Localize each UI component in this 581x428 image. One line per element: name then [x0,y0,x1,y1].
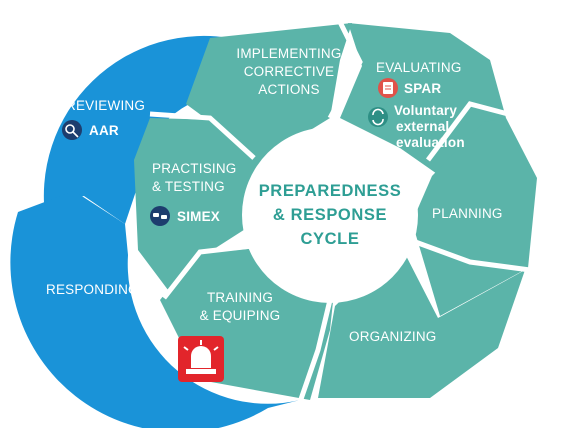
center-title-line3: CYCLE [301,230,360,248]
refresh-arrows-icon [368,107,388,127]
inner-teal-cycle [134,23,537,400]
clipboard-icon [378,78,398,98]
evaluating-label: EVALUATING [376,60,462,75]
implementing-line2: CORRECTIVE [244,64,335,79]
training-line2: & EQUIPING [200,308,281,323]
voluntary-line2: external [396,119,449,134]
reviewing-label: REVIEWING [66,98,145,113]
practising-line2: & TESTING [152,179,225,194]
responding-segment [10,191,300,428]
siren-alarm-icon [178,336,224,382]
evaluating-segment [340,23,506,176]
organizing-label: ORGANIZING [349,329,437,344]
voluntary-line3: evaluation [396,135,465,150]
spar-label: SPAR [404,81,441,96]
center-title-line2: & RESPONSE [273,206,387,224]
practising-line1: PRACTISING [152,161,237,176]
center-title-line1: PREPAREDNESS [259,182,402,200]
implementing-line1: IMPLEMENTING [236,46,341,61]
voluntary-line1: Voluntary [394,103,457,118]
planning-label: PLANNING [432,206,503,221]
implementing-line3: ACTIONS [258,82,319,97]
simex-label: SIMEX [177,209,220,224]
responding-label: RESPONDING [46,282,139,297]
segment-separators [149,20,531,403]
aar-label: AAR [89,123,119,138]
center-circle [242,127,418,303]
implementing-segment [186,23,352,160]
practising-segment [134,118,262,290]
magnifier-loop-icon [62,120,82,140]
cars-icon [150,206,170,226]
training-line1: TRAINING [207,290,273,305]
